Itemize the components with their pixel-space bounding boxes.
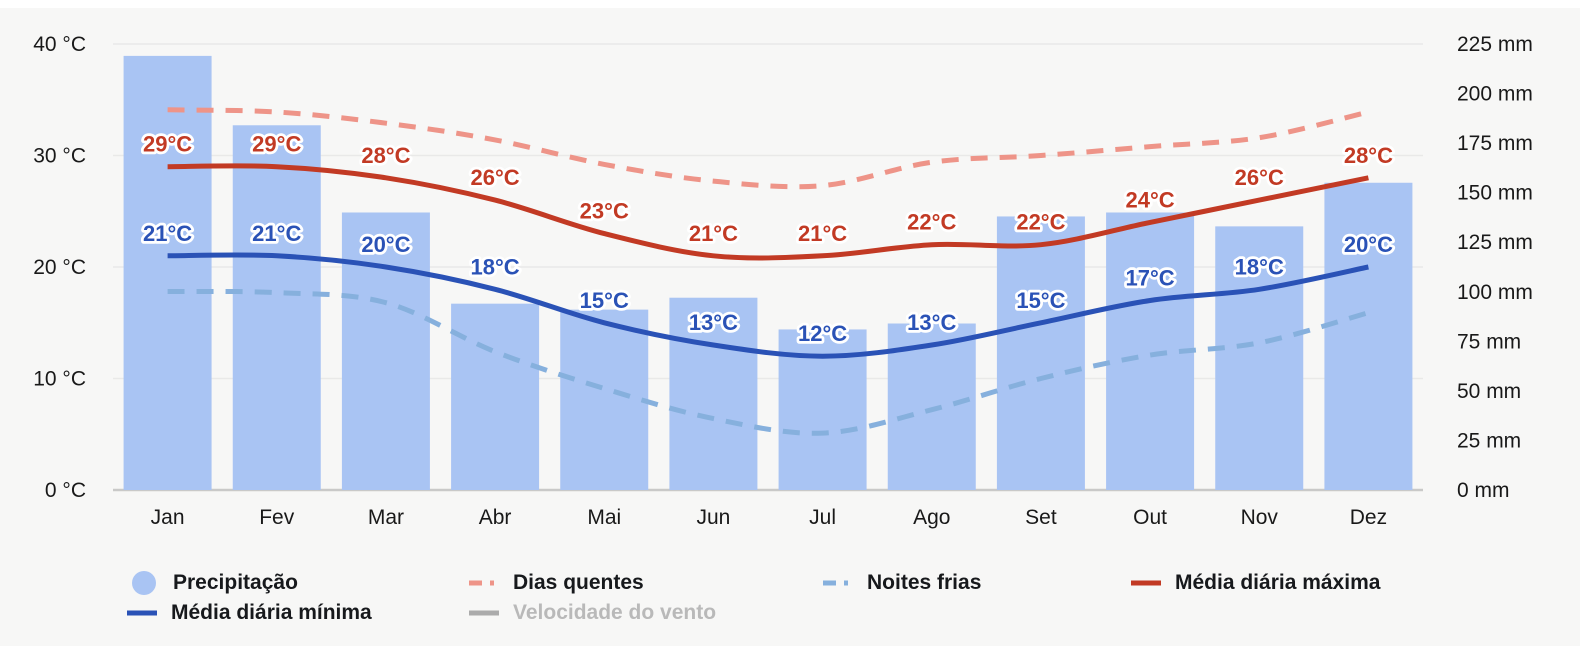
right-axis-tick-label: 125 mm [1457,231,1533,254]
right-axis-tick-label: 200 mm [1457,83,1533,106]
right-axis-tick-label: 50 mm [1457,380,1521,403]
left-axis-tick-label: 30 °C [33,145,86,168]
right-axis-tick-label: 150 mm [1457,182,1533,205]
month-label: Abr [479,506,512,529]
month-label: Dez [1350,506,1387,529]
temperature-point-label: 18°C [471,254,520,279]
temperature-point-label: 21°C [798,221,847,246]
temperature-point-label: 21°C [252,221,301,246]
temperature-point-label: 22°C [1016,210,1065,235]
month-label: Out [1133,506,1167,529]
month-label: Jul [809,506,836,529]
temperature-point-label: 29°C [252,132,301,157]
precipitation-bar[interactable] [996,216,1085,490]
temperature-point-label: 28°C [1344,143,1393,168]
temperature-point-label: 21°C [689,221,738,246]
right-axis-tick-label: 100 mm [1457,281,1533,304]
precipitation-circle-icon [128,571,160,595]
month-label: Jun [696,506,730,529]
temperature-point-label: 29°C [143,132,192,157]
month-label: Jan [151,506,185,529]
temperature-point-label: 22°C [907,210,956,235]
precipitation-bar[interactable] [1215,226,1304,490]
legend-label: Velocidade do vento [513,601,717,624]
legend-item-noites-frias[interactable]: Noites frias [822,570,981,596]
temperature-point-label: 28°C [361,143,410,168]
temperature-point-label: 20°C [1344,232,1393,257]
temperature-point-label: 24°C [1126,187,1175,212]
month-label: Fev [259,506,295,529]
precipitation-bar[interactable] [560,309,649,490]
legend-label: Média diária mínima [171,601,372,624]
temperature-point-label: 13°C [689,310,738,335]
legend-label: Precipitação [173,571,298,594]
temperature-point-label: 17°C [1126,265,1175,290]
solid-series-line [167,252,1369,359]
month-label: Mar [368,506,404,529]
right-axis-tick-label: 225 mm [1457,33,1533,56]
temperature-point-label: 20°C [361,232,410,257]
month-label: Nov [1241,506,1279,529]
precipitation-bar[interactable] [1324,182,1413,490]
solid-line-icon [126,601,158,625]
legend-item-media-diaria-minima[interactable]: Média diária mínima [126,600,372,626]
dashed-line-icon [468,571,500,595]
legend-label: Dias quentes [513,571,644,594]
temperature-point-label: 15°C [580,288,629,313]
temperature-point-label: 13°C [907,310,956,335]
legend-label: Noites frias [867,571,982,594]
precipitation-bar[interactable] [232,125,321,490]
temperature-point-label: 12°C [798,321,847,346]
precipitation-bar[interactable] [123,55,212,490]
right-axis-tick-label: 25 mm [1457,429,1521,452]
legend-item-precipitacao[interactable]: Precipitação [128,570,298,596]
dashed-series-line [167,107,1369,190]
precipitation-bar[interactable] [669,297,758,490]
legend-item-velocidade-do-vento[interactable]: Velocidade do vento [468,600,716,626]
right-axis-tick-label: 175 mm [1457,132,1533,155]
legend-item-media-diaria-maxima[interactable]: Média diária máxima [1130,570,1380,596]
month-label: Set [1025,506,1057,529]
left-axis-tick-label: 0 °C [45,479,86,502]
solid-line-icon [1130,571,1162,595]
dashed-series-line [167,288,1370,436]
legend-label: Média diária máxima [1175,571,1381,594]
temperature-point-label: 21°C [143,221,192,246]
month-label: Mai [587,506,621,529]
temperature-point-label: 26°C [1235,165,1284,190]
solid-series-line [167,163,1369,261]
temperature-point-label: 23°C [580,199,629,224]
solid-line-icon [468,601,500,625]
left-axis-tick-label: 20 °C [33,256,86,279]
left-axis-tick-label: 10 °C [33,368,86,391]
precipitation-bar[interactable] [341,212,430,490]
temperature-point-label: 18°C [1235,254,1284,279]
precipitation-bar[interactable] [451,303,540,490]
dashed-line-icon [822,571,854,595]
legend-item-dias-quentes[interactable]: Dias quentes [468,570,644,596]
temperature-point-label: 15°C [1016,288,1065,313]
left-axis-tick-label: 40 °C [33,33,86,56]
month-label: Ago [913,506,950,529]
right-axis-tick-label: 0 mm [1457,479,1510,502]
right-axis-tick-label: 75 mm [1457,330,1521,353]
temperature-point-label: 26°C [471,165,520,190]
